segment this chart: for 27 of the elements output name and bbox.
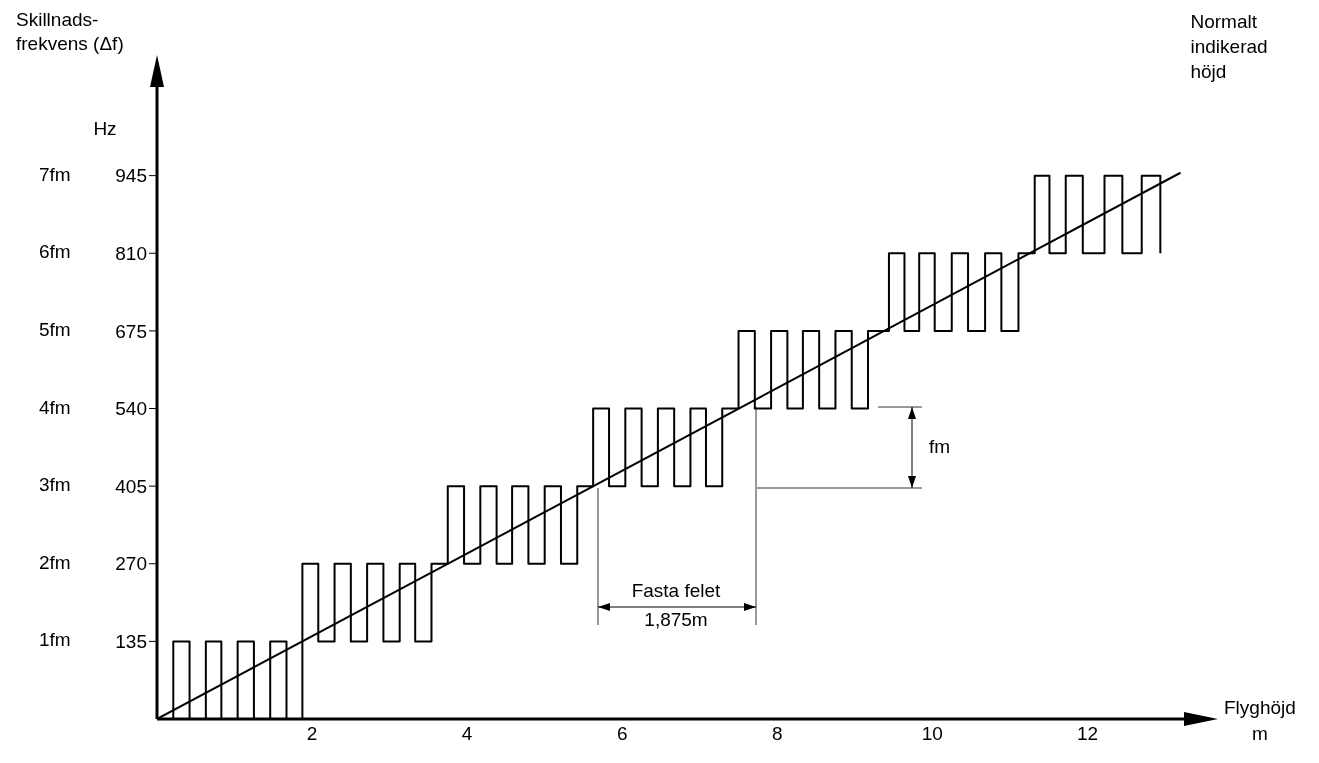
text: Hz [93, 118, 117, 140]
x-axis-title: Flyghöjd m [1224, 696, 1296, 746]
text: 6fm [39, 241, 71, 263]
x-tick-label: 10 [921, 723, 943, 745]
text: 5fm [39, 318, 71, 340]
y-tick-label: 405 [115, 475, 147, 497]
y-tick-label: 810 [115, 242, 147, 264]
annotation: 1,875m [644, 609, 708, 631]
y-tick-label: 945 [115, 165, 147, 187]
y-tick-label: 675 [115, 320, 147, 342]
y-axis-title: Skillnads- frekvens (Δf) [16, 8, 124, 56]
annotation: Fasta felet [631, 580, 722, 602]
x-tick-label: 12 [1076, 723, 1099, 745]
y-tick-label: 540 [115, 398, 147, 420]
x-tick-label: 4 [461, 723, 473, 745]
text: 2fm [39, 551, 71, 573]
text: Normalt indikerad höjd [1190, 10, 1268, 82]
text: 3fm [39, 474, 71, 496]
x-tick-label: 8 [772, 723, 783, 745]
text: 7fm [39, 163, 71, 185]
y-tick-label: 135 [115, 631, 147, 653]
text: 1fm [39, 629, 71, 651]
text: 4fm [39, 396, 71, 418]
x-tick-label: 6 [616, 723, 628, 745]
y-tick-label: 270 [115, 553, 147, 575]
annotation: fm [929, 435, 951, 457]
x-tick-label: 2 [306, 723, 318, 745]
